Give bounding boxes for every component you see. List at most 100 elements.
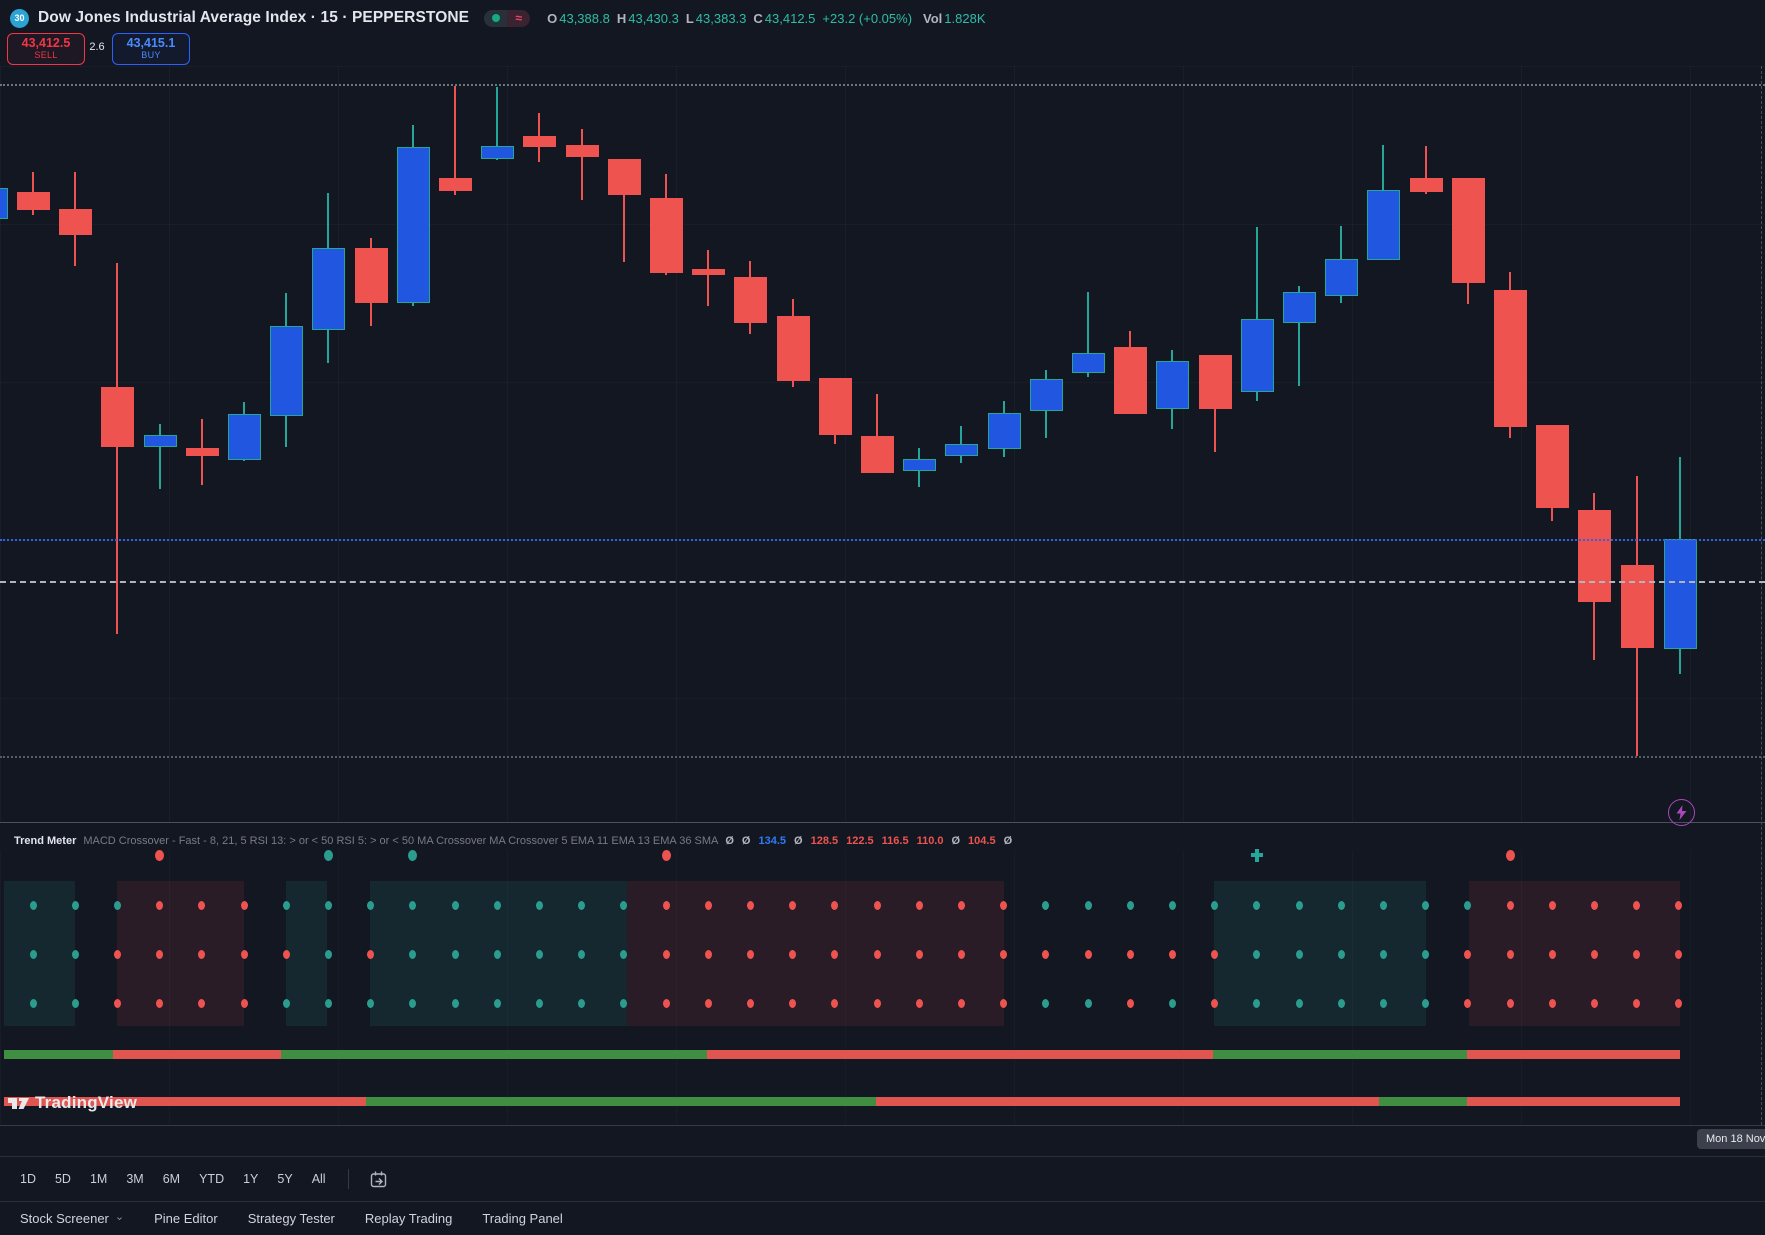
symbol-title[interactable]: Dow Jones Industrial Average Index · 15 …: [38, 9, 470, 26]
trend-dot: [324, 900, 332, 910]
market-open-dot-icon: [491, 14, 500, 22]
trend-meter-legend: Trend Meter MACD Crossover - Fast - 8, 2…: [14, 833, 1012, 849]
trend-dot: [1042, 900, 1050, 910]
trend-dot: [409, 998, 417, 1008]
trend-dot: [156, 900, 164, 910]
trend-dot: [1337, 998, 1345, 1008]
trend-dot: [873, 900, 881, 910]
candle-body: [1535, 425, 1569, 508]
range-button-1y[interactable]: 1Y: [243, 1172, 259, 1186]
buy-price: 43,415.1: [126, 35, 176, 50]
indicator-values: Ø Ø 134.5 Ø 128.5 122.5 116.5 110.0 Ø 104.5 Ø: [725, 835, 1012, 847]
pane-separator[interactable]: [0, 822, 1765, 823]
trend-dot: [620, 998, 628, 1008]
trend-dot: [1464, 900, 1472, 910]
trend-dot: [1000, 949, 1008, 959]
range-button-5d[interactable]: 5D: [54, 1172, 71, 1186]
trend-dot: [1126, 900, 1134, 910]
trend-dot: [1675, 900, 1683, 910]
trend-dot: [1422, 998, 1430, 1008]
signal-dot-marker: [323, 849, 333, 861]
bottom-tab-stock-screener[interactable]: Stock Screener ⌄: [20, 1211, 125, 1226]
signal-dot-marker: [1505, 849, 1515, 861]
tradingview-logo[interactable]: TradingView: [8, 1093, 137, 1113]
go-to-date-button[interactable]: [369, 1170, 388, 1189]
trend-strength-bar-segment: [1467, 1097, 1680, 1106]
sell-button[interactable]: 43,412.5 SELL: [7, 33, 85, 65]
ohlc-quote-row: O 43,388.8 H 43,430.3 L 43,383.3 C 43,412.5 +23.…: [547, 11, 985, 26]
candle-body: [58, 209, 92, 235]
candle-body: [1282, 292, 1316, 323]
trend-dot: [367, 900, 375, 910]
indicator-value: 122.5: [846, 835, 874, 847]
candle-wick: [1298, 286, 1300, 386]
trend-dot: [746, 949, 754, 959]
session-break-line: [1761, 66, 1762, 1125]
buy-button[interactable]: 43,415.1 BUY: [112, 33, 190, 65]
candle-body: [1324, 259, 1358, 296]
trend-dot: [1168, 949, 1176, 959]
trend-dot: [1253, 949, 1261, 959]
range-button-ytd[interactable]: YTD: [199, 1172, 225, 1186]
trend-dot: [1042, 949, 1050, 959]
bottom-tab-replay-trading[interactable]: Replay Trading: [364, 1211, 453, 1226]
indicator-params: MACD Crossover - Fast - 8, 21, 5 RSI 13:…: [83, 835, 719, 847]
buy-label: BUY: [141, 50, 161, 61]
time-axis-separator: [0, 1125, 1765, 1126]
indicator-value: 134.5: [758, 835, 787, 847]
indicator-title[interactable]: Trend Meter: [14, 835, 77, 847]
range-button-1m[interactable]: 1M: [89, 1172, 108, 1186]
trend-dot: [662, 900, 670, 910]
instant-trading-lightning-button[interactable]: [1668, 799, 1695, 826]
candle-body: [1451, 178, 1485, 283]
range-button-3m[interactable]: 3M: [126, 1172, 144, 1186]
trend-dot: [1168, 900, 1176, 910]
trend-dot: [1211, 998, 1219, 1008]
trend-dot: [915, 949, 923, 959]
range-button-1d[interactable]: 1D: [20, 1172, 36, 1186]
trend-dot: [1084, 900, 1092, 910]
trend-dot: [1675, 998, 1683, 1008]
indicator-value: 104.5: [968, 835, 996, 847]
quote-value: 43,383.3: [695, 10, 747, 26]
trend-dot: [915, 998, 923, 1008]
range-button-all[interactable]: All: [311, 1172, 326, 1186]
trend-dot: [409, 949, 417, 959]
trend-dot: [1253, 998, 1261, 1008]
bottom-tab-strategy-tester[interactable]: Strategy Tester: [247, 1211, 335, 1226]
range-button-5y[interactable]: 5Y: [277, 1172, 293, 1186]
trend-dot: [620, 900, 628, 910]
trend-dot: [957, 949, 965, 959]
candle-body: [691, 269, 725, 275]
indicator-value: Ø: [741, 835, 751, 847]
trend-dot: [1464, 949, 1472, 959]
market-status-toggle[interactable]: ≈: [484, 9, 531, 27]
chevron-down-icon: ⌄: [114, 1211, 125, 1223]
trend-dot: [1211, 949, 1219, 959]
bottom-tab-trading-panel[interactable]: Trading Panel: [482, 1211, 563, 1226]
candle-wick: [1256, 227, 1258, 401]
calendar-goto-icon: [370, 1171, 386, 1187]
trend-dot: [957, 900, 965, 910]
trend-dot: [198, 900, 206, 910]
trend-strength-bar-segment: [113, 1050, 281, 1059]
quote-label: O: [547, 10, 558, 26]
candle-wick: [454, 86, 456, 195]
candle-body: [944, 444, 978, 456]
candle-body: [480, 146, 514, 159]
trend-strength-bar-segment: [4, 1097, 366, 1106]
trend-dot: [1422, 900, 1430, 910]
candle-body: [227, 414, 261, 460]
candle-body: [860, 436, 894, 473]
bottom-tab-pine-editor[interactable]: Pine Editor: [154, 1211, 218, 1226]
toolbar-divider: [347, 1169, 349, 1189]
trend-dot: [451, 998, 459, 1008]
candle-wick: [623, 159, 625, 262]
candle-body: [269, 326, 303, 416]
range-button-6m[interactable]: 6M: [162, 1172, 181, 1186]
candlestick-chart[interactable]: [0, 0, 1765, 822]
trend-dot: [493, 900, 501, 910]
trend-dot: [704, 949, 712, 959]
trend-dot: [1379, 949, 1387, 959]
trend-dot: [1633, 998, 1641, 1008]
